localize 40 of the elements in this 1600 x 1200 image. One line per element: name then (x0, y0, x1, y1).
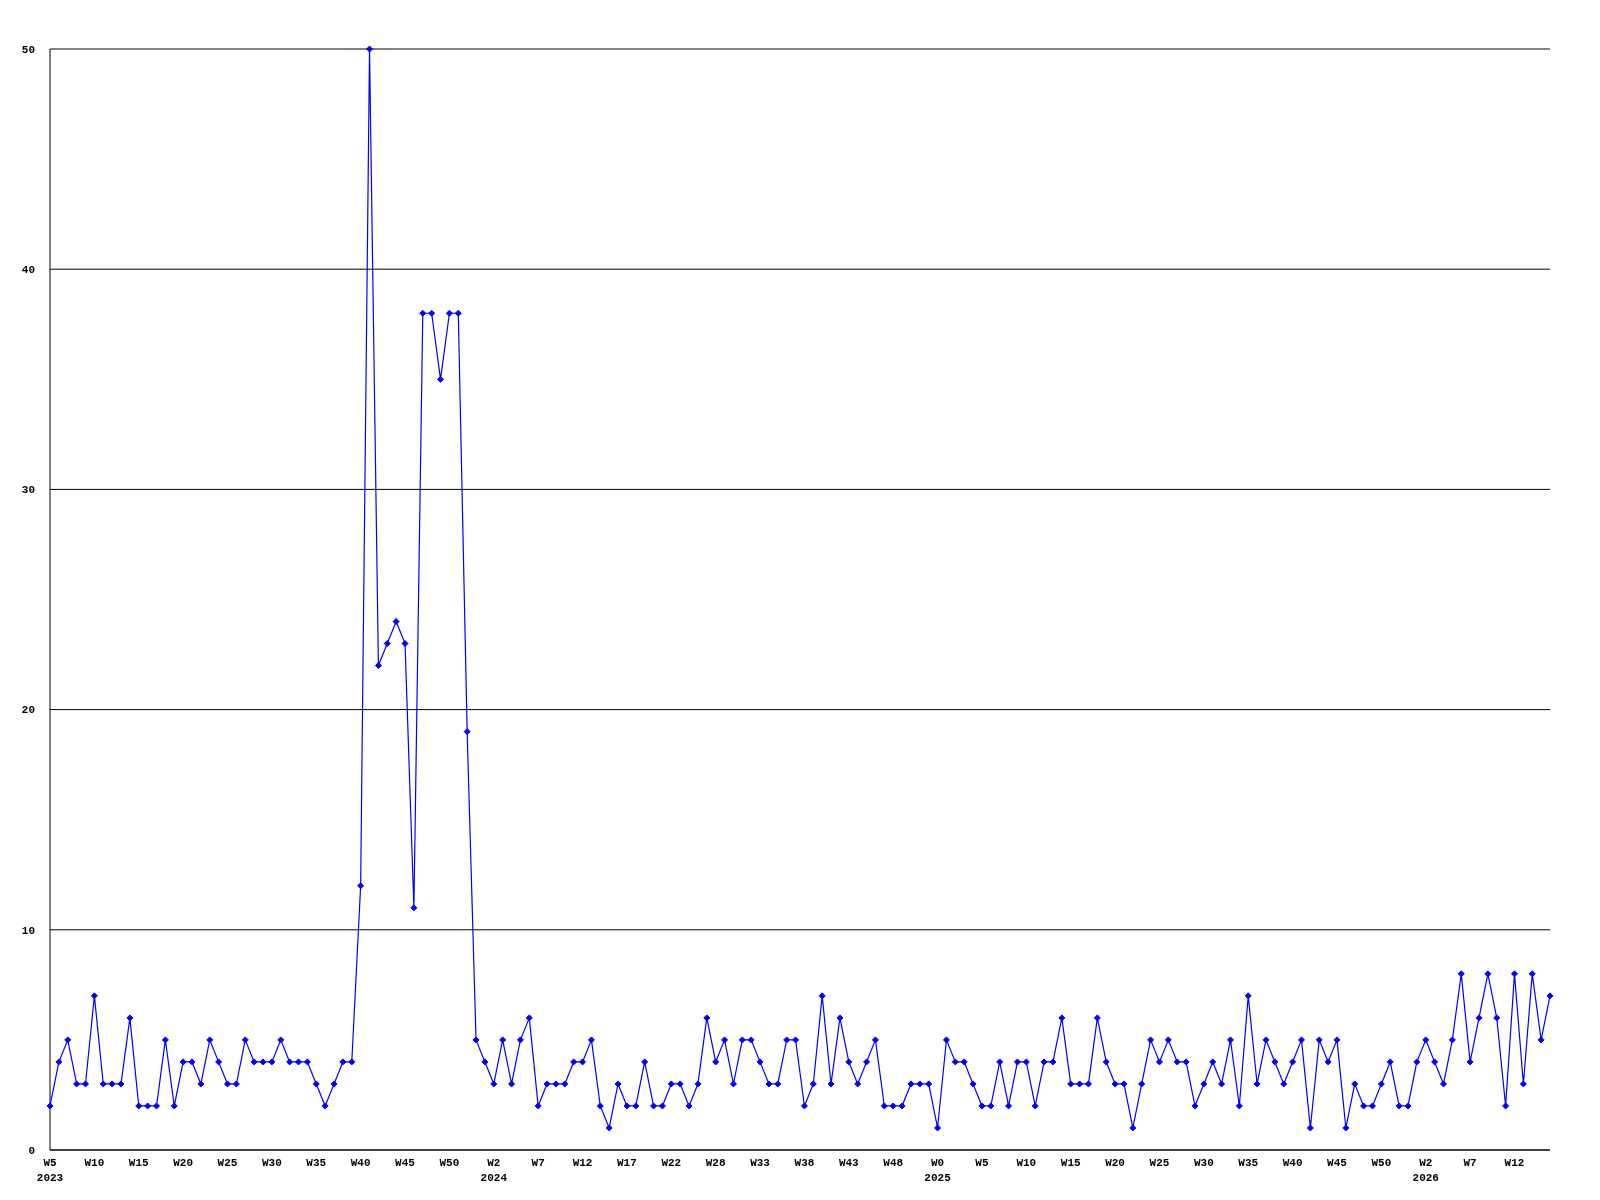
x-tick-label: W45 (1327, 1157, 1348, 1169)
x-tick-label: W12 (1504, 1157, 1525, 1169)
x-tick-label: W35 (1238, 1157, 1259, 1169)
x-tick-label: W28 (705, 1157, 726, 1169)
y-tick-label: 0 (28, 1144, 35, 1157)
x-tick-label: W35 (306, 1157, 327, 1169)
x-tick-label: W45 (395, 1157, 416, 1169)
y-tick-label: 50 (21, 43, 35, 56)
x-tick-label: W50 (439, 1157, 460, 1169)
y-tick-label: 30 (21, 484, 35, 497)
x-tick-label: W50 (1371, 1157, 1392, 1169)
x-tick-label: W10 (1016, 1157, 1037, 1169)
x-tick-label: W40 (1282, 1157, 1303, 1169)
x-tick-label: W40 (350, 1157, 371, 1169)
x-tick-label: W43 (838, 1157, 860, 1169)
x-tick-label: W2 2024 (480, 1157, 508, 1184)
x-tick-label: W7 (531, 1157, 545, 1169)
y-tick-label: 10 (21, 924, 35, 937)
x-tick-label: W30 (1193, 1157, 1214, 1169)
x-tick-label: W20 (1105, 1157, 1125, 1169)
x-tick-label: W33 (750, 1157, 771, 1169)
x-tick-label: W17 (617, 1157, 637, 1169)
x-tick-label: W20 (173, 1157, 194, 1169)
x-tick-label: W5 (975, 1157, 989, 1169)
x-tick-label: W2 2026 (1412, 1157, 1439, 1184)
x-tick-label: W38 (794, 1157, 815, 1169)
x-tick-label: W5 2023 (36, 1157, 64, 1184)
x-tick-label: W30 (261, 1157, 282, 1169)
x-tick-label: W15 (128, 1157, 150, 1169)
x-tick-label: W25 (1149, 1157, 1170, 1169)
y-tick-label: 40 (21, 264, 35, 277)
x-tick-label: W7 (1463, 1157, 1477, 1169)
x-tick-label: W10 (84, 1157, 105, 1169)
x-tick-label: W22 (661, 1157, 682, 1169)
x-tick-label: W15 (1060, 1157, 1082, 1169)
x-tick-label: W48 (883, 1157, 904, 1169)
y-tick-label: 20 (21, 704, 35, 717)
x-tick-label: W0 2025 (924, 1157, 952, 1184)
x-tick-label: W12 (572, 1157, 593, 1169)
x-tick-label: W25 (217, 1157, 238, 1169)
